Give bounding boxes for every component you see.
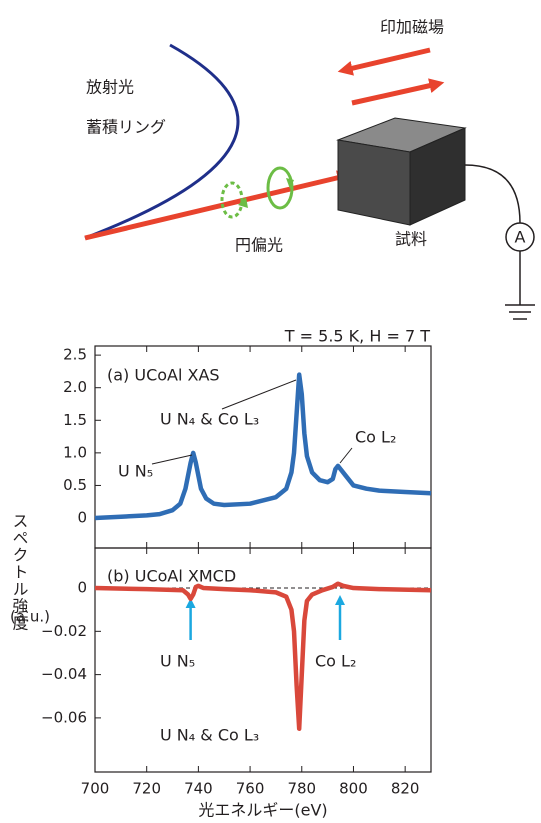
label: 円偏光 (235, 236, 283, 255)
x-tick-label: 760 (236, 780, 265, 798)
label: 蓄積リング (86, 118, 166, 137)
y-tick-label: 2.5 (63, 346, 87, 364)
y-tick-label: −0.02 (41, 622, 87, 640)
label: A (515, 228, 526, 247)
label: 放射光 (86, 78, 134, 97)
y-tick-label: 2.0 (63, 378, 87, 396)
sample-front (338, 140, 410, 225)
beam (85, 176, 345, 238)
diagram: 印加磁場 放射光 蓄積リング 円偏光 試料 A (85, 18, 535, 320)
annotation: U N₅ (118, 462, 153, 481)
y-tick-label: −0.04 (41, 665, 87, 683)
y-tick-label: 1.5 (63, 411, 87, 429)
panel-label: (b) UCoAl XMCD (107, 567, 236, 586)
x-tick-label: 800 (339, 780, 368, 798)
field-arrow (352, 84, 437, 103)
spectrum (95, 584, 431, 729)
annotation: Co L₂ (355, 428, 396, 447)
figure: 印加磁場 放射光 蓄積リング 円偏光 試料 A スペクトル強度 (a.u.) T… (0, 0, 541, 823)
label: 試料 (395, 230, 427, 249)
y-tick-label: 0 (77, 579, 87, 597)
field-arrow (345, 50, 430, 70)
leader (152, 455, 192, 464)
x-axis-label: 光エネルギー(eV) (198, 801, 327, 820)
annotation: U N₅ (160, 652, 195, 671)
leader (222, 380, 296, 409)
chart-title: T = 5.5 K, H = 7 T (284, 327, 430, 346)
x-tick-label: 720 (132, 780, 161, 798)
x-tick-label: 820 (391, 780, 420, 798)
wire (465, 165, 520, 223)
y-tick-label: −0.06 (41, 708, 87, 726)
label: 印加磁場 (380, 18, 444, 37)
panel-label: (a) UCoAl XAS (107, 366, 220, 385)
x-tick-label: 740 (184, 780, 213, 798)
y-tick-label: 0 (77, 509, 87, 527)
x-tick-label: 700 (81, 780, 110, 798)
x-tick-label: 780 (287, 780, 316, 798)
y-tick-label: 1.0 (63, 443, 87, 461)
leader (340, 448, 352, 463)
annotation: Co L₂ (315, 652, 356, 671)
y-tick-label: 0.5 (63, 476, 87, 494)
annotation: U N₄ & Co L₃ (160, 726, 259, 745)
annotation: U N₄ & Co L₃ (160, 410, 259, 429)
